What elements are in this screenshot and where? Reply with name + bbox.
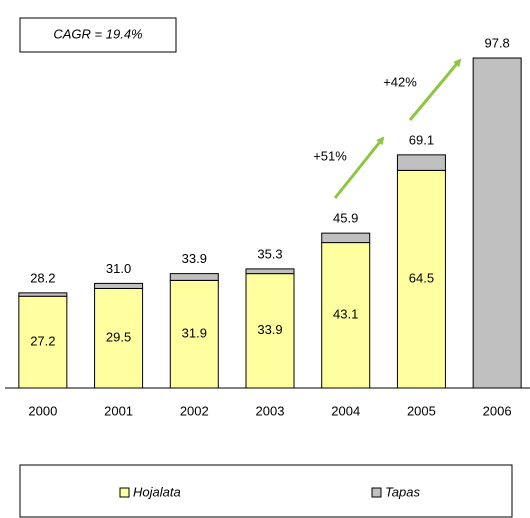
growth-arrow bbox=[333, 136, 385, 199]
value-label: 29.5 bbox=[106, 330, 131, 345]
legend-box bbox=[19, 464, 513, 518]
bar-segment bbox=[245, 268, 295, 275]
value-label: 27.2 bbox=[30, 334, 55, 349]
total-label: 31.0 bbox=[106, 261, 131, 276]
total-label: 35.3 bbox=[257, 246, 282, 261]
growth-arrow bbox=[408, 58, 462, 121]
x-tick-label: 2003 bbox=[256, 403, 285, 418]
x-tick-label: 2001 bbox=[104, 403, 133, 418]
total-label: 97.8 bbox=[484, 35, 509, 50]
legend-swatch bbox=[119, 487, 130, 498]
total-label: 28.2 bbox=[30, 270, 55, 285]
x-tick-label: 2000 bbox=[28, 403, 57, 418]
total-label: 45.9 bbox=[333, 211, 358, 226]
value-label: 33.9 bbox=[257, 322, 282, 337]
legend-swatch bbox=[371, 487, 382, 498]
legend-label: Tapas bbox=[385, 484, 420, 499]
bar-segment bbox=[321, 242, 371, 389]
value-label: 64.5 bbox=[409, 271, 434, 286]
x-tick-label: 2005 bbox=[407, 403, 436, 418]
bar-segment bbox=[18, 292, 68, 297]
bar-segment bbox=[94, 282, 144, 289]
x-tick-label: 2002 bbox=[180, 403, 209, 418]
total-label: 69.1 bbox=[409, 132, 434, 147]
bar-segment bbox=[169, 279, 219, 389]
title-box bbox=[19, 17, 177, 53]
bar-segment bbox=[169, 273, 219, 281]
legend-label: Hojalata bbox=[133, 484, 181, 499]
bar-segment bbox=[396, 169, 446, 389]
annotation: +42% bbox=[383, 74, 417, 89]
value-label: 31.9 bbox=[182, 326, 207, 341]
total-label: 33.9 bbox=[182, 251, 207, 266]
chart-title: CAGR = 19.4% bbox=[53, 26, 142, 41]
bar-segment bbox=[245, 273, 295, 389]
bar-segment bbox=[321, 232, 371, 244]
value-label: 43.1 bbox=[333, 307, 358, 322]
bar-segment bbox=[396, 154, 446, 171]
x-tick-label: 2006 bbox=[483, 403, 512, 418]
bar-segment bbox=[472, 57, 522, 389]
annotation: +51% bbox=[313, 148, 347, 163]
bar-segment bbox=[18, 295, 68, 389]
x-tick-label: 2004 bbox=[331, 403, 360, 418]
